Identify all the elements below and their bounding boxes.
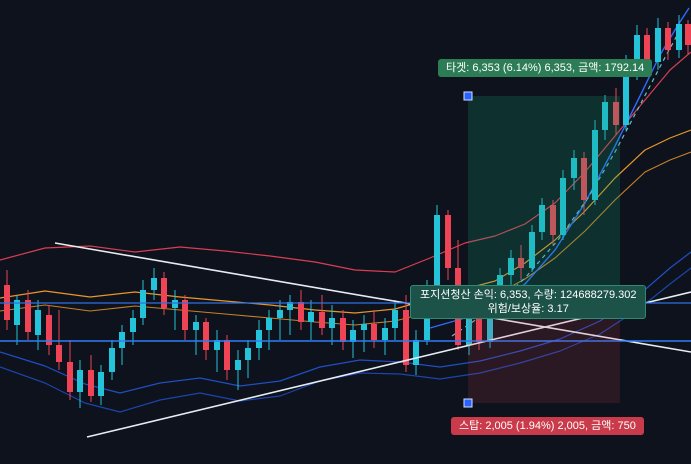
candle-body — [287, 302, 293, 310]
candle-body — [623, 65, 629, 125]
candle-body — [550, 205, 556, 235]
candle-body — [235, 360, 241, 370]
candle-body — [665, 28, 671, 50]
dashed-ma-teal — [451, 29, 681, 337]
candle-body — [88, 370, 94, 396]
candle-body — [266, 318, 272, 330]
candle-body — [634, 35, 640, 65]
candle-body — [434, 215, 440, 290]
candle-body — [298, 302, 304, 322]
candle-body — [46, 315, 52, 345]
candle-body — [245, 348, 251, 360]
candle-body — [25, 300, 31, 332]
lower-band-blue-2 — [0, 267, 691, 413]
candle-body — [172, 300, 178, 308]
candle-body — [151, 278, 157, 290]
candle-body — [655, 28, 661, 62]
candle-body — [508, 258, 514, 275]
profit-zone[interactable] — [468, 96, 620, 308]
target-label[interactable]: 타겟: 6,353 (6.14%) 6,353, 금액: 1792.14 — [438, 59, 653, 77]
candle-body — [256, 330, 262, 348]
candle-body — [413, 340, 419, 365]
candle-body — [560, 178, 566, 235]
candle-body — [476, 310, 482, 342]
candle-body — [685, 24, 691, 45]
risk-reward-text: 위험/보상율: 3.17 — [487, 303, 569, 315]
candle-body — [539, 205, 545, 232]
candle-body — [518, 258, 524, 268]
candle-body — [329, 318, 335, 328]
candle-body — [203, 322, 209, 350]
drag-handle[interactable] — [463, 398, 473, 408]
candle-body — [140, 290, 146, 318]
candle-body — [161, 278, 167, 308]
candle-body — [130, 318, 136, 332]
candle-body — [193, 322, 199, 330]
candle-body — [487, 308, 493, 342]
position-pnl-quantity-text: 포지션청산 손익: 6,353, 수량: 124688279.302 — [420, 289, 637, 301]
candle-body — [35, 310, 41, 335]
candle-body — [350, 330, 356, 342]
candle-body — [277, 310, 283, 318]
candle-body — [77, 370, 83, 392]
candle-body — [602, 102, 608, 130]
descending-trendline[interactable] — [54, 242, 691, 353]
candle-body — [56, 345, 62, 362]
candle-body — [361, 324, 367, 330]
candle-body — [466, 310, 472, 345]
candle-body — [592, 130, 598, 200]
candle-body — [571, 158, 577, 178]
loss-zone[interactable] — [468, 308, 620, 403]
candle-body — [308, 312, 314, 322]
stop-label[interactable]: 스탑: 2,005 (1.94%) 2,005, 금액: 750 — [451, 417, 644, 435]
candle-body — [182, 300, 188, 330]
candle-body — [392, 310, 398, 328]
candle-body — [403, 310, 409, 365]
position-info-label[interactable]: 포지션청산 손익: 6,353, 수량: 124688279.302 위험/보상… — [410, 285, 647, 319]
candle-body — [214, 340, 220, 350]
candle-body — [644, 35, 650, 62]
candle-body — [445, 215, 451, 268]
candle-body — [676, 24, 682, 50]
candle-body — [119, 332, 125, 348]
lower-band-blue-1 — [0, 251, 691, 394]
candle-body — [319, 312, 325, 328]
candle-body — [529, 232, 535, 268]
candle-body — [371, 324, 377, 340]
candle-body — [581, 158, 587, 200]
upper-band-red — [0, 51, 691, 273]
candle-body — [382, 328, 388, 340]
drag-handle[interactable] — [463, 91, 473, 101]
candle-body — [98, 372, 104, 396]
candle-body — [613, 102, 619, 125]
candle-body — [14, 300, 20, 325]
candle-body — [340, 318, 346, 342]
candle-body — [109, 348, 115, 372]
candle-body — [224, 340, 230, 370]
candle-body — [67, 362, 73, 392]
